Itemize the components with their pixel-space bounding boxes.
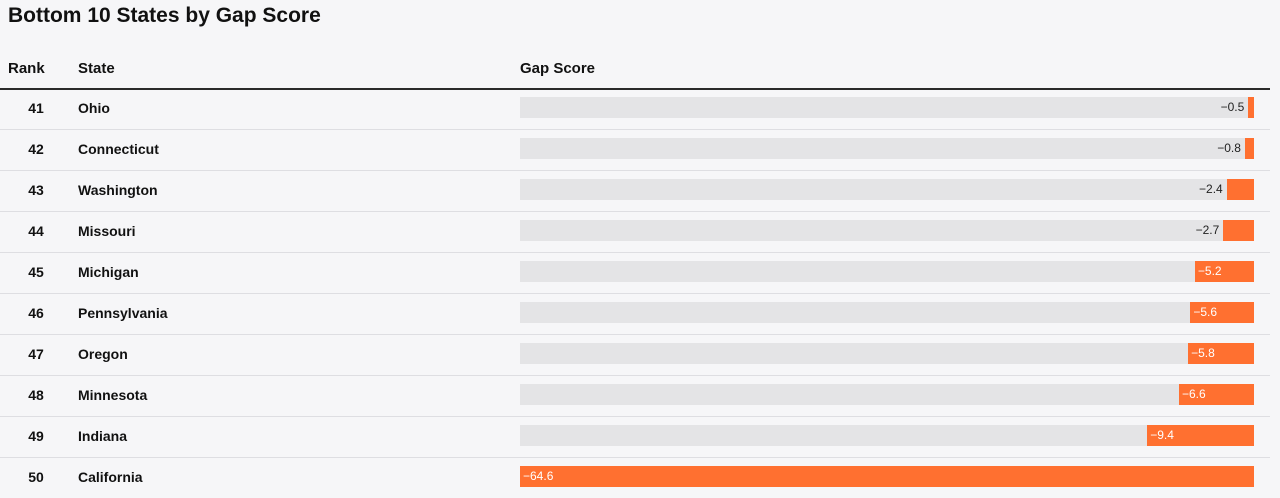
bar bbox=[520, 466, 1254, 487]
rank-cell: 43 bbox=[28, 182, 44, 198]
rank-cell: 41 bbox=[28, 100, 44, 116]
table-row: 47 Oregon −5.8 bbox=[0, 335, 1270, 376]
bar-track: −0.8 bbox=[520, 138, 1254, 159]
state-cell: Connecticut bbox=[78, 141, 159, 157]
bar-value-label: −64.6 bbox=[523, 469, 554, 483]
state-cell: Ohio bbox=[78, 100, 110, 116]
table-header: Rank State Gap Score bbox=[0, 60, 1270, 90]
bar-track: −2.7 bbox=[520, 220, 1254, 241]
table-body: 41 Ohio −0.5 42 Connecticut −0.8 43 Washington −… bbox=[0, 89, 1270, 498]
state-cell: Michigan bbox=[78, 264, 139, 280]
rank-cell: 45 bbox=[28, 264, 44, 280]
bar bbox=[1188, 343, 1254, 364]
table-row: 49 Indiana −9.4 bbox=[0, 417, 1270, 458]
state-cell: Washington bbox=[78, 182, 158, 198]
bar-value-label: −6.6 bbox=[1182, 387, 1206, 401]
table-row: 44 Missouri −2.7 bbox=[0, 212, 1270, 253]
bar-value-label: −9.4 bbox=[1150, 428, 1174, 442]
state-cell: Oregon bbox=[78, 346, 128, 362]
state-cell: Minnesota bbox=[78, 387, 148, 403]
bar bbox=[1223, 220, 1254, 241]
rank-cell: 46 bbox=[28, 305, 44, 321]
bar bbox=[1147, 425, 1254, 446]
table-row: 50 California −64.6 bbox=[0, 458, 1270, 498]
rank-cell: 50 bbox=[28, 469, 44, 485]
bar-value-label: −0.5 bbox=[1220, 100, 1245, 114]
column-header-rank: Rank bbox=[8, 60, 45, 77]
bar-track: −5.8 bbox=[520, 343, 1254, 364]
table-row: 48 Minnesota −6.6 bbox=[0, 376, 1270, 417]
column-header-gap-score: Gap Score bbox=[520, 60, 596, 77]
bar-track: −2.4 bbox=[520, 179, 1254, 200]
bar bbox=[1248, 97, 1254, 118]
column-header-state: State bbox=[78, 60, 115, 77]
bar-track: −9.4 bbox=[520, 425, 1254, 446]
rank-cell: 49 bbox=[28, 428, 44, 444]
bar bbox=[1194, 261, 1254, 282]
bar-value-label: −5.6 bbox=[1193, 305, 1218, 319]
bar-value-label: −5.8 bbox=[1191, 346, 1215, 360]
table-row: 41 Ohio −0.5 bbox=[0, 89, 1270, 130]
table-row: 42 Connecticut −0.8 bbox=[0, 130, 1270, 171]
state-cell: Indiana bbox=[78, 428, 128, 444]
table-row: 43 Washington −2.4 bbox=[0, 171, 1270, 212]
table-row: 45 Michigan −5.2 bbox=[0, 253, 1270, 294]
state-cell: California bbox=[78, 469, 143, 485]
bar bbox=[1179, 384, 1254, 405]
bar bbox=[1190, 302, 1254, 323]
table-row: 46 Pennsylvania −5.6 bbox=[0, 294, 1270, 335]
bar bbox=[1244, 138, 1254, 159]
bar-track: −6.6 bbox=[520, 384, 1254, 405]
bar-value-label: −2.7 bbox=[1195, 223, 1220, 237]
bar-track: −5.6 bbox=[520, 302, 1254, 323]
bar-value-label: −2.4 bbox=[1199, 182, 1223, 196]
rank-cell: 47 bbox=[28, 346, 44, 362]
state-cell: Pennsylvania bbox=[78, 305, 168, 321]
bar bbox=[1226, 179, 1254, 200]
bar-track: −5.2 bbox=[520, 261, 1254, 282]
rank-cell: 48 bbox=[28, 387, 44, 403]
bar-value-label: −0.8 bbox=[1217, 141, 1241, 155]
rank-cell: 42 bbox=[28, 141, 44, 157]
bar-value-label: −5.2 bbox=[1197, 264, 1222, 278]
bar-track: −0.5 bbox=[520, 97, 1254, 118]
rank-cell: 44 bbox=[28, 223, 44, 239]
bar-track: −64.6 bbox=[520, 466, 1254, 487]
chart-title: Bottom 10 States by Gap Score bbox=[8, 4, 321, 27]
state-cell: Missouri bbox=[78, 223, 136, 239]
